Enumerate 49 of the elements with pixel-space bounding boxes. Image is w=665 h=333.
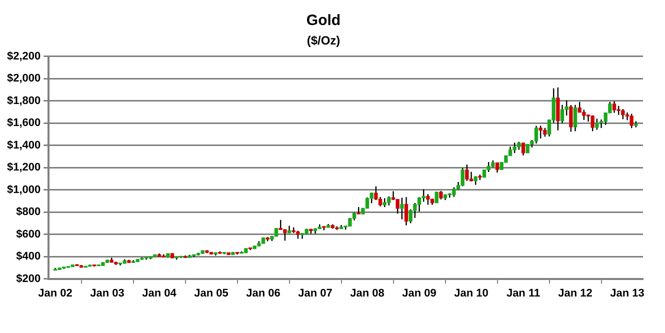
x-tick-label: Jan 09	[402, 287, 436, 300]
y-tick-label: $800	[16, 206, 41, 218]
y-tick-label: $400	[16, 250, 41, 263]
candlestick	[396, 198, 400, 214]
y-tick-label: $1,200	[6, 162, 41, 174]
y-tick-label: $600	[16, 228, 41, 240]
candlestick	[434, 191, 438, 204]
candlestick	[582, 109, 586, 121]
candlestick	[590, 114, 594, 132]
y-tick-label: $2,200	[6, 50, 41, 62]
candlestick	[404, 196, 408, 226]
chart-subtitle: ($/Oz)	[306, 34, 340, 48]
x-tick-label: Jan 11	[506, 287, 540, 300]
candlestick	[630, 113, 634, 129]
y-tick-label: $200	[16, 272, 41, 285]
candlestick	[521, 142, 526, 156]
candlestick	[417, 196, 422, 212]
candlestick	[400, 197, 404, 220]
candlestick	[469, 171, 474, 182]
candlestick	[465, 164, 469, 182]
x-tick-label: Jan 05	[194, 287, 228, 300]
candlestick	[378, 196, 382, 207]
candlestick	[612, 100, 616, 114]
y-tick-label: $1,600	[6, 117, 41, 130]
chart-title: Gold	[306, 12, 341, 30]
y-tick-label: $2,000	[6, 72, 41, 85]
candlestick	[569, 104, 573, 132]
candlestick	[556, 86, 560, 131]
candlestick	[426, 193, 430, 206]
y-tick-label: $1,800	[6, 94, 41, 107]
candlestick	[534, 125, 538, 144]
x-tick-label: Jan 06	[246, 287, 280, 300]
x-tick-label: Jan 10	[454, 287, 488, 300]
x-tick-label: Jan 02	[38, 287, 72, 300]
candlestick	[495, 162, 500, 174]
y-tick-label: $1,400	[6, 139, 41, 152]
candlestick	[283, 228, 287, 242]
x-tick-label: Jan 08	[350, 287, 384, 300]
candlestick	[595, 118, 599, 130]
x-tick-label: Jan 07	[298, 287, 332, 300]
candlestick	[560, 104, 564, 124]
y-tick-label: $1,000	[6, 184, 41, 196]
candlestick	[573, 104, 578, 132]
candlestick	[460, 168, 464, 187]
candlestick	[621, 108, 625, 120]
x-tick-label: Jan 13	[610, 287, 644, 300]
x-tick-label: Jan 12	[558, 287, 592, 300]
x-tick-label: Jan 04	[142, 287, 178, 300]
x-tick-label: Jan 03	[90, 287, 124, 300]
